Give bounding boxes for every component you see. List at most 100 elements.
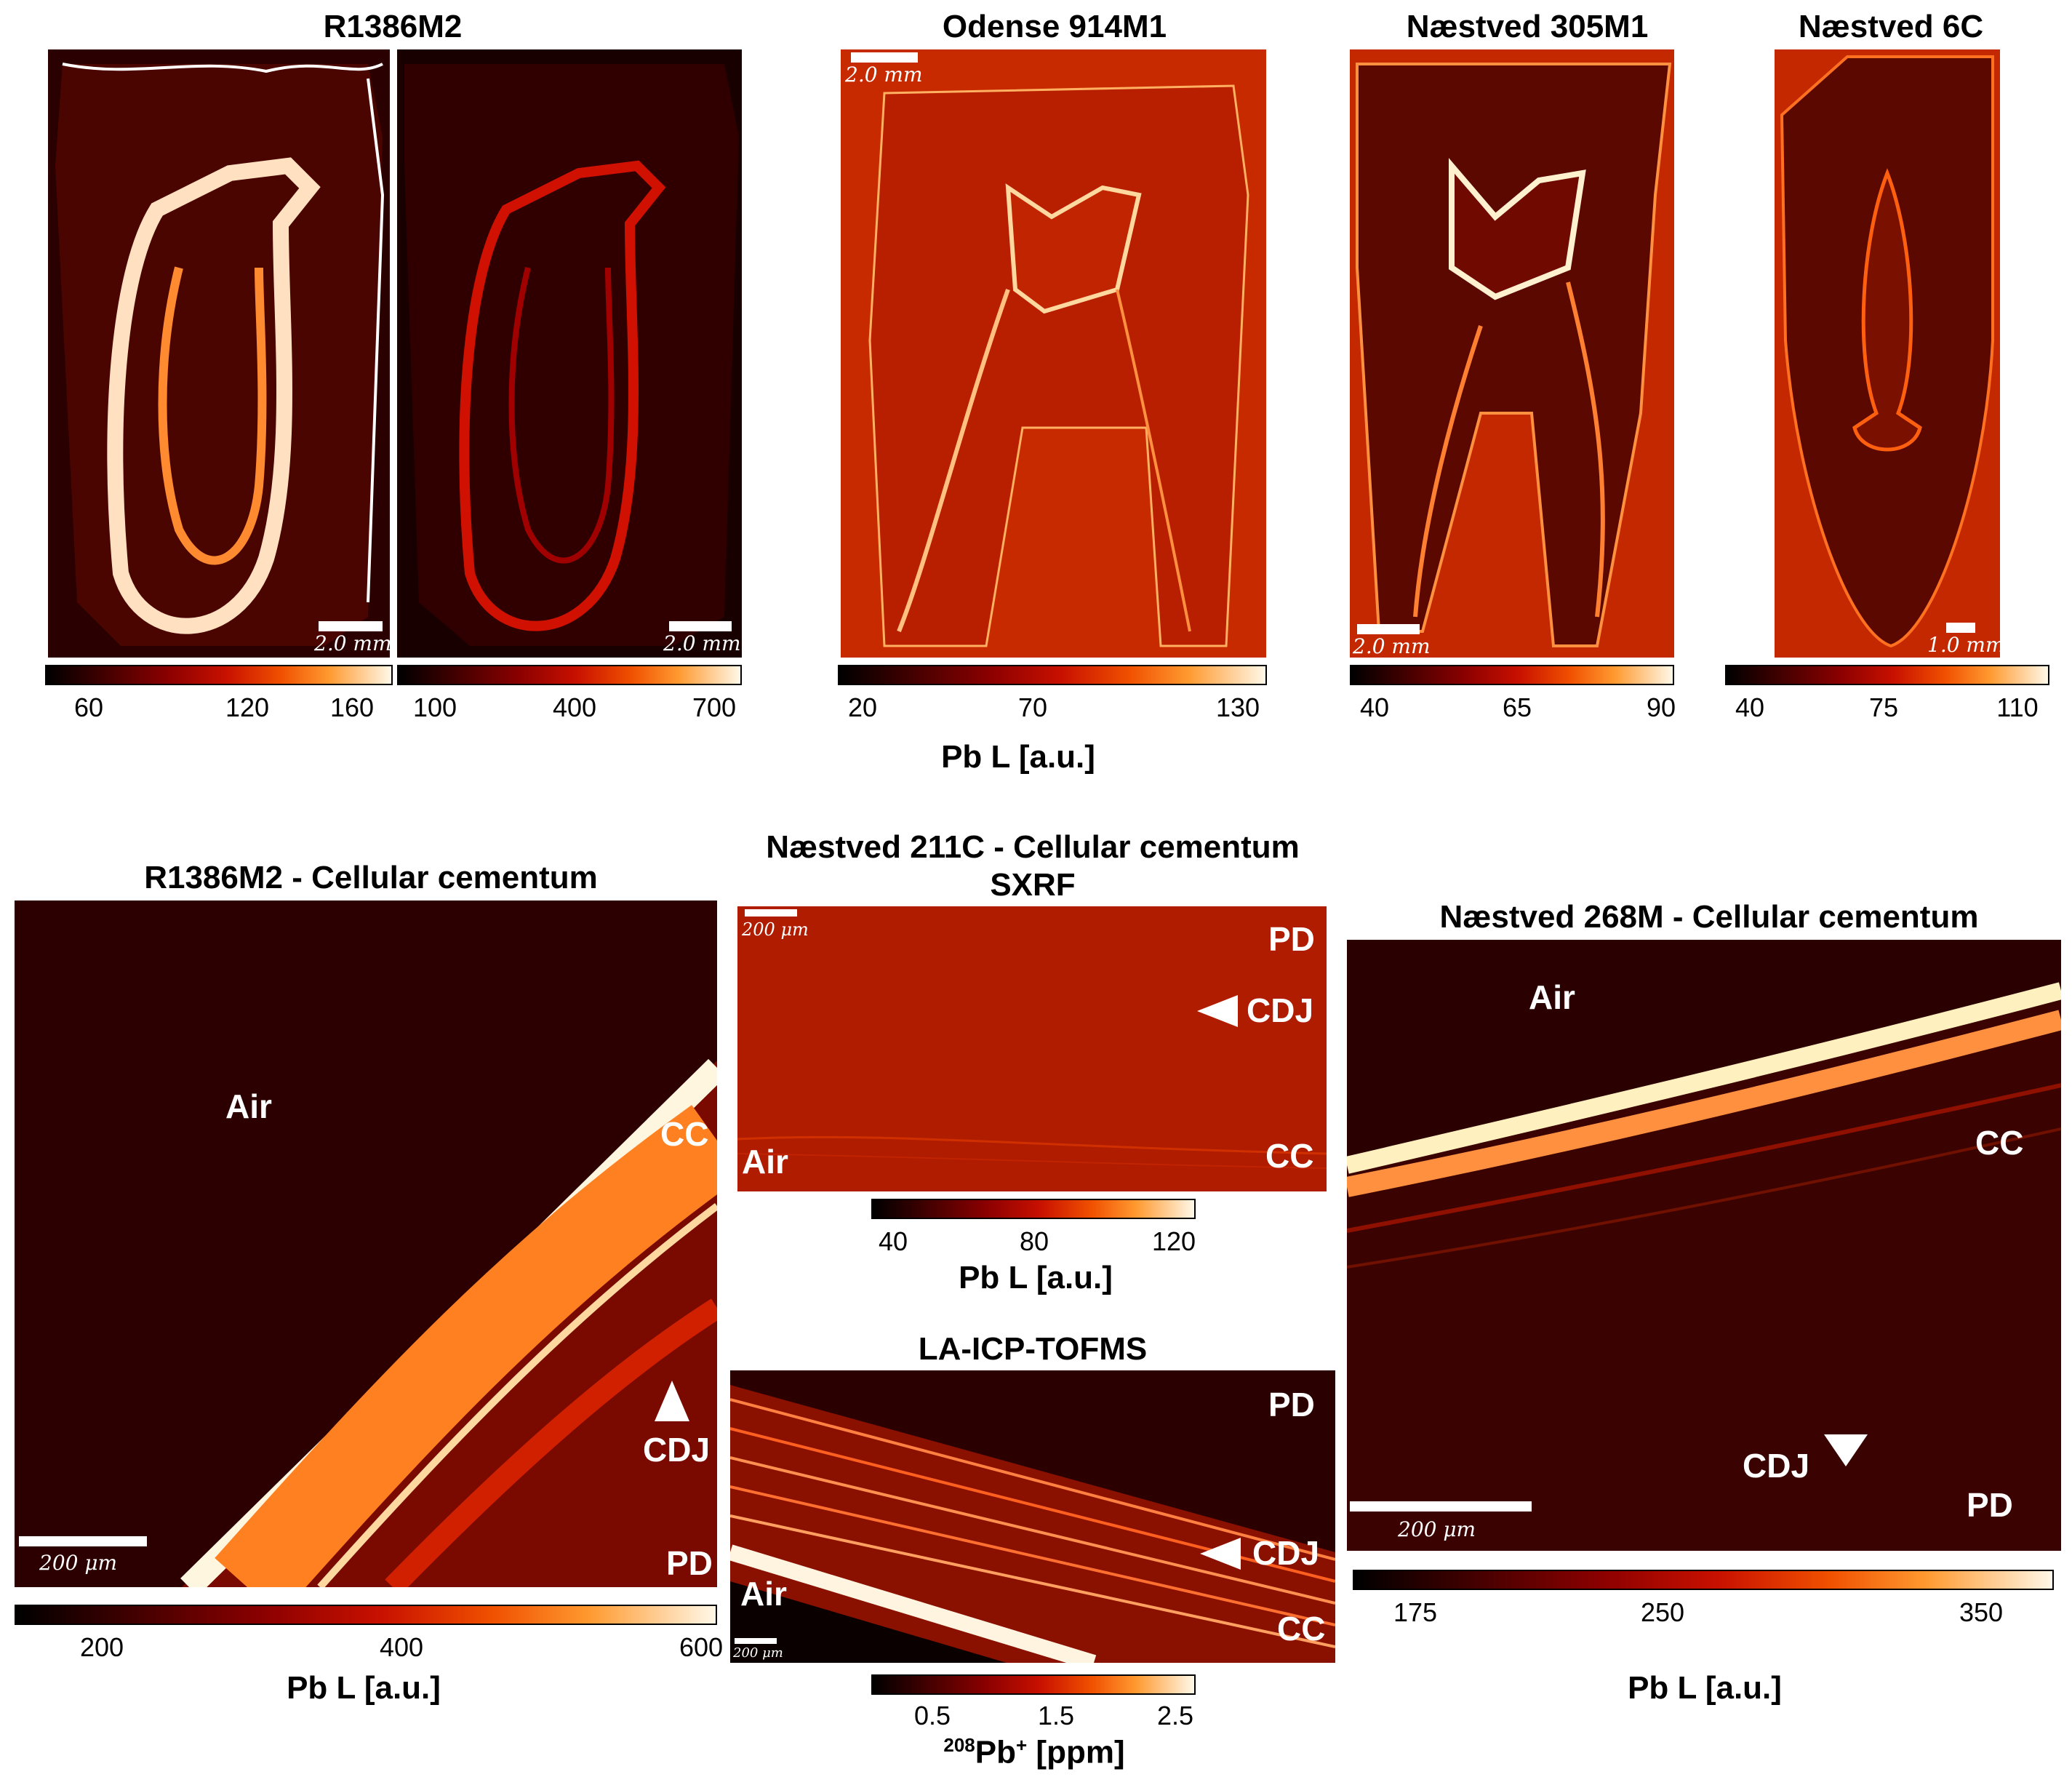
- tick-label: 175: [1393, 1597, 1438, 1627]
- tick-label: 100: [412, 692, 457, 722]
- title-naestved-268m: Næstved 268M - Cellular cementum: [1439, 899, 1979, 935]
- tick-label: 70: [1017, 692, 1048, 722]
- tick-label: 40: [1359, 692, 1390, 722]
- title-r1386m2: R1386M2: [323, 9, 463, 44]
- unit-charge: +: [1016, 1734, 1028, 1756]
- tick-label: 250: [1640, 1597, 1685, 1627]
- label-cdj: CDJ: [1743, 1447, 1810, 1485]
- scalebar: [745, 909, 797, 917]
- tick-label: 350: [1959, 1597, 2004, 1627]
- cdj-arrow-icon: [1197, 995, 1238, 1027]
- colorbar-naestved-305m1: [1350, 665, 1674, 685]
- tooth-map-r1386m2-b: 2.0 mm: [397, 49, 742, 658]
- unit-label: Pb L [a.u.]: [941, 739, 1095, 775]
- label-air: Air: [740, 1575, 787, 1613]
- title-r1386m2-cellular-cementum: R1386M2 - Cellular cementum: [144, 860, 598, 895]
- unit-element: Pb: [975, 1734, 1017, 1770]
- tick-label: 75: [1868, 692, 1899, 722]
- colorbar-odense: [838, 665, 1267, 685]
- colorbar-sxrf: [871, 1199, 1196, 1219]
- title-la-icp-tofms: LA-ICP-TOFMS: [918, 1331, 1148, 1367]
- label-cc: CC: [660, 1115, 709, 1153]
- scalebar-label: 2.0 mm: [1353, 634, 1431, 658]
- tick-label: 2.5: [1156, 1701, 1194, 1730]
- tick-label: 0.5: [913, 1701, 951, 1730]
- tick-label: 120: [225, 692, 270, 722]
- tick-label: 160: [329, 692, 375, 722]
- tick-label: 130: [1215, 692, 1260, 722]
- label-pd: PD: [1268, 920, 1315, 958]
- tick-label: 60: [73, 692, 104, 722]
- scalebar: [1350, 1501, 1532, 1512]
- scalebar-label: 200 μm: [733, 1645, 783, 1661]
- label-cc: CC: [1277, 1610, 1326, 1648]
- scalebar: [1946, 623, 1975, 633]
- cementum-map-r1386m2: Air CC CDJ PD 200 μm: [15, 901, 717, 1587]
- label-cdj: CDJ: [1252, 1534, 1320, 1572]
- cementum-map-la-icp-tofms: PD CDJ Air CC 200 μm: [730, 1370, 1335, 1663]
- unit-tail: [ppm]: [1027, 1734, 1125, 1770]
- scalebar-label: 1.0 mm: [1927, 633, 2000, 657]
- title-odense-914m1: Odense 914M1: [942, 9, 1167, 44]
- tick-label: 80: [1019, 1226, 1049, 1256]
- unit-label-pb208: 208Pb+ [ppm]: [889, 1734, 1180, 1771]
- tick-label: 600: [679, 1632, 724, 1662]
- label-cdj: CDJ: [1247, 991, 1314, 1029]
- scalebar: [669, 621, 732, 631]
- label-cc: CC: [1265, 1137, 1314, 1175]
- tick-label: 200: [79, 1632, 124, 1662]
- label-cc: CC: [1975, 1124, 2024, 1162]
- scalebar: [319, 621, 383, 631]
- colorbar-r1386m2-a: [45, 665, 393, 685]
- scalebar: [19, 1536, 147, 1546]
- tick-label: 40: [1735, 692, 1765, 722]
- label-pd: PD: [666, 1544, 713, 1582]
- unit-label: Pb L [a.u.]: [287, 1670, 441, 1706]
- label-cdj: CDJ: [643, 1431, 711, 1469]
- tick-label: 90: [1646, 692, 1676, 722]
- scalebar-label: 2.0 mm: [663, 631, 741, 655]
- tooth-map-naestved-6c: 1.0 mm: [1775, 49, 2000, 658]
- colorbar-naestved-6c: [1725, 665, 2049, 685]
- label-air: Air: [742, 1143, 788, 1181]
- label-air: Air: [1529, 978, 1575, 1016]
- unit-label: Pb L [a.u.]: [959, 1260, 1113, 1295]
- colorbar-r1386m2-cementum: [15, 1605, 717, 1625]
- colorbar-r1386m2-b: [397, 665, 742, 685]
- scalebar: [851, 52, 918, 63]
- tick-label: 400: [379, 1632, 424, 1662]
- colorbar-la-icp-tofms: [871, 1674, 1196, 1695]
- tick-label: 1.5: [1037, 1701, 1075, 1730]
- scalebar-label: 200 μm: [742, 919, 809, 940]
- tick-label: 700: [692, 692, 737, 722]
- tick-label: 120: [1151, 1226, 1196, 1256]
- title-sxrf: SXRF: [990, 867, 1076, 903]
- scalebar: [735, 1638, 777, 1644]
- colorbar-naestved-268m: [1353, 1570, 2054, 1590]
- title-naestved-305m1: Næstved 305M1: [1406, 9, 1649, 44]
- tick-label: 40: [878, 1226, 908, 1256]
- scalebar: [1357, 624, 1420, 634]
- tooth-map-odense-914m1: 2.0 mm: [841, 49, 1266, 658]
- tick-label: 65: [1502, 692, 1532, 722]
- cdj-arrow-icon: [1200, 1538, 1241, 1570]
- label-pd: PD: [1268, 1386, 1315, 1423]
- tooth-map-naestved-305m1: 2.0 mm: [1350, 49, 1674, 658]
- scalebar-label: 200 μm: [39, 1551, 118, 1575]
- title-naestved-6c: Næstved 6C: [1798, 9, 1984, 44]
- unit-label: Pb L [a.u.]: [1628, 1670, 1782, 1706]
- title-naestved-211c: Næstved 211C - Cellular cementum: [766, 829, 1300, 865]
- cdj-arrow-icon: [1824, 1434, 1868, 1466]
- tick-label: 400: [552, 692, 597, 722]
- scalebar-label: 200 μm: [1398, 1517, 1476, 1541]
- unit-superscript: 208: [943, 1734, 975, 1756]
- label-air: Air: [225, 1087, 272, 1125]
- cementum-map-sxrf: 200 μm PD CDJ Air CC: [737, 906, 1327, 1191]
- cdj-arrow-icon: [655, 1381, 689, 1421]
- scalebar-label: 2.0 mm: [845, 63, 923, 87]
- tick-label: 110: [1996, 692, 2039, 722]
- scalebar-label: 2.0 mm: [314, 631, 390, 655]
- label-pd: PD: [1967, 1486, 2013, 1524]
- tooth-map-r1386m2-a: 2.0 mm: [48, 49, 390, 658]
- cementum-map-naestved-268m: Air CC CDJ PD 200 μm: [1347, 940, 2061, 1551]
